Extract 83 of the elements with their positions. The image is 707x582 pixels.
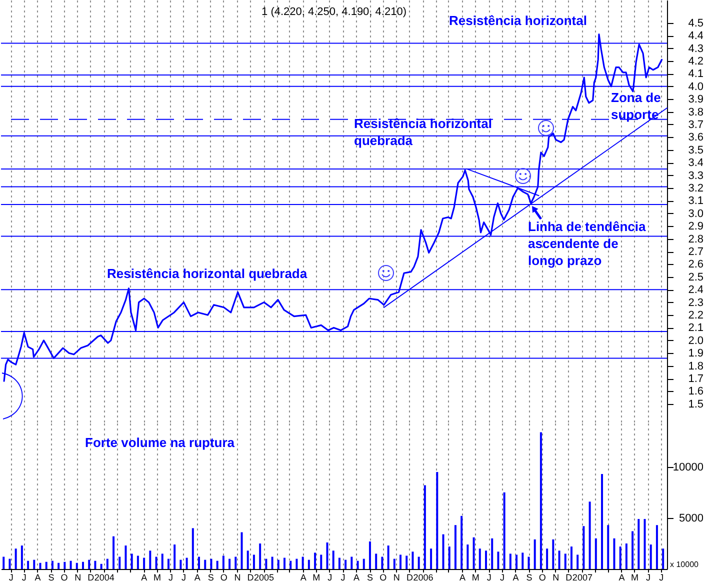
x-tick-label: D: [566, 572, 573, 582]
x-tick-label: A: [354, 572, 360, 582]
x-tick-label: A: [460, 572, 466, 582]
x-tick-label: J: [8, 572, 14, 582]
y-tick-label: 1.6: [688, 386, 704, 398]
y-tick-label: 2.4: [688, 284, 704, 296]
x-tick-label: A: [512, 572, 519, 582]
annotation: Forte volume na ruptura: [85, 435, 236, 450]
y-tick-label: 4.5: [688, 17, 704, 30]
x-tick-label: M: [631, 572, 639, 582]
x-tick-label: A: [618, 572, 625, 582]
y-tick-label: 5000: [679, 512, 704, 524]
y-tick-label: 3.8: [688, 106, 704, 118]
annotation: Resistência horizontal quebrada: [107, 266, 308, 281]
x-tick-label: N: [393, 572, 400, 582]
y-tick-label: 3.7: [688, 118, 704, 131]
y-tick-label: 1.7: [688, 373, 704, 386]
x-tick-label: J: [168, 572, 173, 582]
x-tick-label: S: [208, 572, 214, 582]
x-tick-label: O: [220, 572, 228, 582]
x-tick-label: J: [486, 572, 492, 582]
x-tick-label: 2005: [254, 572, 274, 582]
x-tick-label: M: [472, 572, 480, 582]
x-tick-label: A: [141, 572, 148, 582]
x-tick-label: S: [48, 572, 54, 582]
annotation: Resistência horizontal: [449, 13, 587, 28]
y-tick-label: 2.7: [688, 246, 704, 258]
x-tick-label: D: [406, 572, 414, 582]
y-tick-label: 10000: [672, 461, 704, 474]
x-tick-label: J: [22, 572, 26, 582]
x-tick-label: N: [234, 572, 241, 582]
x-tick-label: J: [328, 572, 332, 582]
y-tick-label: 4.0: [688, 80, 704, 93]
x-tick-label: N: [74, 572, 82, 582]
y-tick-label: 3.1: [688, 195, 704, 208]
y-tick-label: 2.5: [688, 271, 704, 284]
annotation: Resistência horizontal quebrada: [354, 116, 492, 148]
x-tick-label: O: [60, 572, 68, 582]
y-tick-label: 3.2: [688, 182, 704, 194]
y-tick-label: 2.6: [688, 258, 704, 271]
x-tick-label: O: [380, 572, 387, 582]
y-tick-label: 1.9: [688, 348, 704, 360]
x-tick-label: J: [182, 572, 186, 582]
y-tick-label: 3.0: [688, 208, 704, 220]
y-tick-label: 3.9: [688, 94, 704, 106]
x-tick-label: S: [367, 572, 374, 582]
x-tick-label: O: [538, 572, 546, 582]
x-tick-label: J: [500, 572, 504, 582]
y-tick-label: 2.3: [688, 296, 704, 309]
y-tick-label: 1.5: [688, 398, 704, 410]
y-tick-label: 4.3: [688, 42, 704, 55]
x-tick-label: J: [340, 572, 346, 582]
y-tick-label: 2.8: [688, 233, 704, 246]
x-tick-label: A: [300, 572, 306, 582]
x-tick-label: D: [88, 572, 95, 582]
y-tick-label: 3.4: [688, 157, 704, 170]
text: 1 (4.220, 4.250, 4.190, 4.210): [262, 6, 406, 18]
y-tick-label: 4.2: [688, 55, 704, 68]
x-tick-label: A: [34, 572, 41, 582]
y-tick-label: 3.5: [688, 144, 704, 156]
x-tick-label: 2006: [413, 572, 434, 582]
text: x 10000: [670, 560, 700, 569]
y-tick-label: 1.8: [688, 360, 704, 372]
x-tick-label: 2004: [94, 572, 114, 582]
x-tick-label: J: [659, 572, 664, 582]
x-tick-label: J: [646, 572, 651, 582]
annotation: Zona de suporte: [611, 90, 661, 122]
x-tick-label: M: [153, 572, 161, 582]
x-tick-label: S: [526, 572, 532, 582]
y-tick-label: 4.4: [688, 30, 704, 42]
y-tick-label: 4.1: [688, 68, 704, 80]
x-tick-label: N: [552, 572, 560, 582]
y-tick-label: 2.1: [688, 322, 704, 334]
x-tick-label: D: [247, 572, 254, 582]
y-tick-label: 2.2: [688, 310, 704, 322]
x-tick-label: 2007: [572, 572, 592, 582]
y-tick-label: 2.0: [688, 334, 704, 347]
x-tick-label: M: [312, 572, 320, 582]
y-tick-label: 3.6: [688, 132, 704, 144]
y-tick-label: 3.3: [688, 170, 704, 182]
annotation: Linha de tendência ascendente de longo prazo: [528, 219, 647, 268]
x-tick-label: A: [194, 572, 200, 582]
y-tick-label: 2.9: [688, 220, 704, 233]
